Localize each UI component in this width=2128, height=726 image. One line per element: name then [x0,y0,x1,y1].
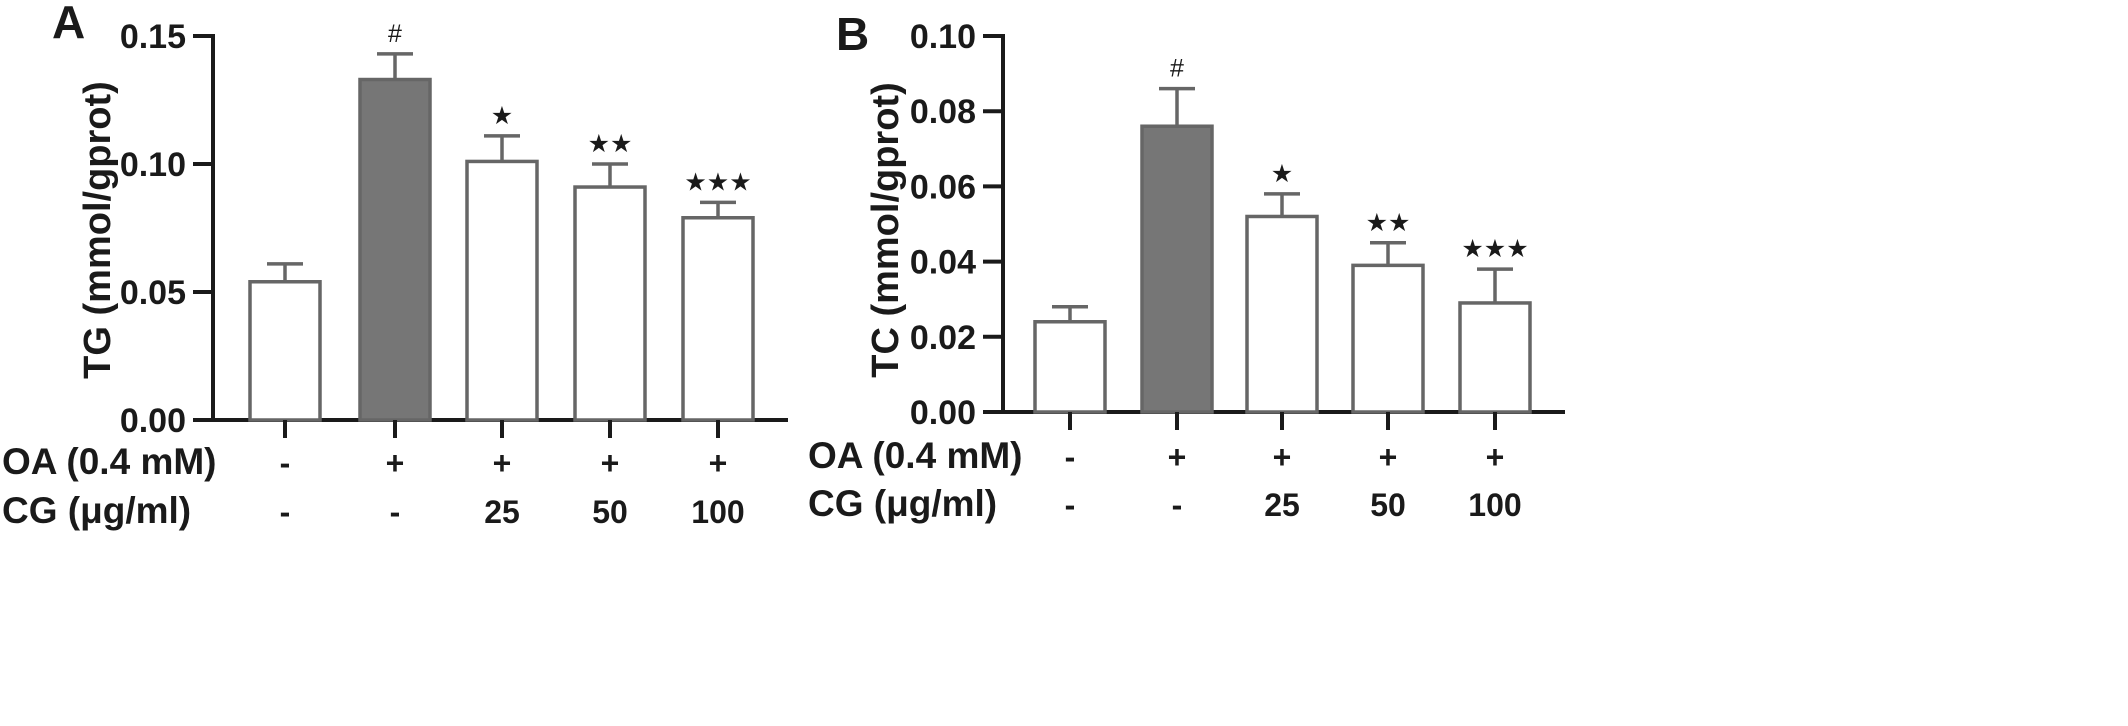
treatment-value: - [1065,487,1076,523]
treatment-value: + [709,445,728,481]
bar [573,185,647,422]
significance-marker: # [388,20,402,48]
treatment-row-label: OA (0.4 mM) [808,435,1022,476]
panel-label: B [836,8,869,60]
treatment-value: + [601,445,620,481]
treatment-value: + [1168,439,1187,475]
treatment-value: 100 [691,494,744,530]
y-tick-label: 0.04 [910,244,976,282]
bar [1245,214,1319,414]
chart-panel-a: ATG (mmol/gprot)0.000.050.100.15 #★★★★★★O… [2,0,788,531]
bar [1351,263,1425,414]
chart-panel-b: B TC (mmol/gprot)0.00 0.02 0.04 0.06 0.08 0.10… [808,8,1565,524]
treatment-row-label: CG (μg/ml) [2,490,191,531]
y-axis-label: TC (mmol/gprot) [865,82,907,378]
treatment-value: - [390,494,401,530]
treatment-value: - [280,445,291,481]
bar [1033,320,1107,414]
panel-label: A [52,0,85,48]
y-tick-label: 0.10 [120,146,186,184]
treatment-value: 50 [1370,487,1406,523]
significance-marker: ★★ [588,130,633,158]
y-tick-label: 0.05 [120,274,186,312]
treatment-value: - [1065,439,1076,475]
treatment-value: + [1379,439,1398,475]
treatment-value: - [1172,487,1183,523]
bar [1140,124,1214,414]
treatment-value: 25 [1264,487,1300,523]
treatment-value: + [1486,439,1505,475]
bar [358,77,432,422]
treatment-row-label: OA (0.4 mM) [2,441,216,482]
treatment-value: + [386,445,405,481]
y-tick-label: 0.00 [910,394,976,432]
significance-marker: ★ [1271,160,1293,188]
treatment-value: + [1273,439,1292,475]
significance-marker: ★★ [1366,209,1411,237]
treatment-row-label: CG (μg/ml) [808,483,997,524]
y-tick-label: 0.00 [120,402,186,440]
treatment-value: 100 [1468,487,1521,523]
bar [1458,301,1532,414]
treatment-value: 50 [592,494,628,530]
bar [465,159,539,422]
y-axis-label: TG (mmol/gprot) [77,81,119,379]
bar [248,280,322,422]
significance-marker: ★★★ [684,168,751,196]
treatment-value: 25 [484,494,520,530]
y-tick-label: 0.06 [910,168,976,206]
y-tick-label: 0.08 [910,93,976,131]
significance-marker: # [1170,55,1184,83]
y-tick-label: 0.15 [120,18,186,56]
bar [681,216,755,422]
significance-marker: ★ [491,102,513,130]
y-tick-label: 0.10 [910,18,976,56]
treatment-value: - [280,494,291,530]
y-tick-label: 0.02 [910,319,976,357]
treatment-value: + [493,445,512,481]
significance-marker: ★★★ [1461,235,1528,263]
